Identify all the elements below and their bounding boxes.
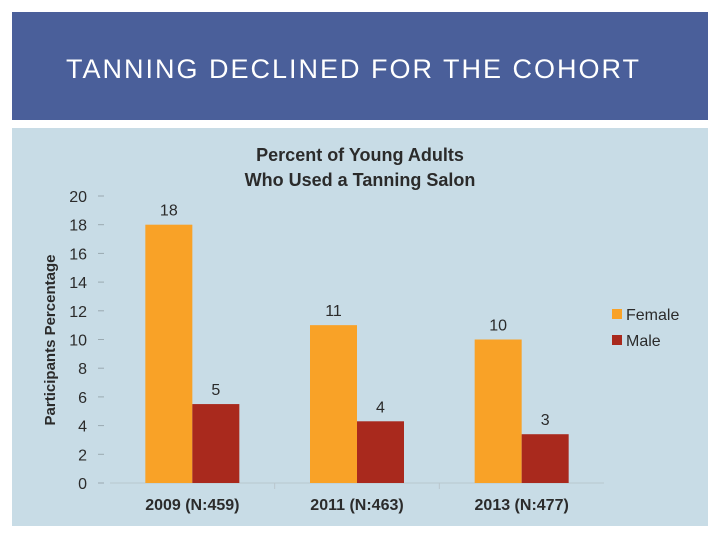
y-tick-label: 6 — [78, 390, 87, 407]
female-bar — [474, 339, 522, 483]
male-legend-swatch — [612, 335, 622, 345]
y-tick-label: 12 — [69, 304, 87, 321]
y-axis-title: Participants Percentage — [42, 255, 59, 426]
slide-title: TANNING DECLINED FOR THE COHORT — [66, 54, 642, 84]
y-tick-label: 2 — [78, 447, 87, 464]
data-label: 10 — [489, 318, 507, 335]
bar-chart: Percent of Young Adults Who Used a Tannin… — [42, 145, 679, 514]
data-label: 3 — [541, 412, 550, 429]
data-label: 5 — [211, 382, 220, 399]
y-tick-label: 8 — [78, 361, 87, 378]
y-tick-label: 16 — [69, 246, 87, 263]
male-bar — [357, 421, 404, 483]
chart-panel: Percent of Young Adults Who Used a Tannin… — [12, 128, 708, 526]
female-bar — [310, 325, 357, 483]
male-bar — [192, 404, 240, 483]
x-category-label: 2013 (N:477) — [475, 497, 569, 514]
chart-title-line: Who Used a Tanning Salon — [245, 170, 476, 190]
data-label: 11 — [325, 303, 342, 320]
y-tick-label: 14 — [69, 275, 87, 292]
female-legend-swatch — [612, 309, 622, 319]
y-tick-label: 18 — [69, 218, 87, 235]
y-tick-label: 20 — [69, 189, 87, 206]
male-bar — [521, 434, 569, 483]
legend-label-male: Male — [626, 333, 661, 350]
y-tick-label: 0 — [78, 476, 87, 493]
x-category-label: 2009 (N:459) — [145, 497, 239, 514]
slide-header: TANNING DECLINED FOR THE COHORT — [12, 12, 708, 120]
data-label: 18 — [160, 203, 178, 220]
female-bar — [145, 224, 193, 483]
chart-title-line: Percent of Young Adults — [256, 145, 464, 165]
y-tick-label: 10 — [69, 333, 87, 350]
x-category-label: 2011 (N:463) — [310, 497, 403, 514]
legend-label-female: Female — [626, 307, 679, 324]
y-tick-label: 4 — [78, 419, 87, 436]
data-label: 4 — [376, 399, 385, 416]
